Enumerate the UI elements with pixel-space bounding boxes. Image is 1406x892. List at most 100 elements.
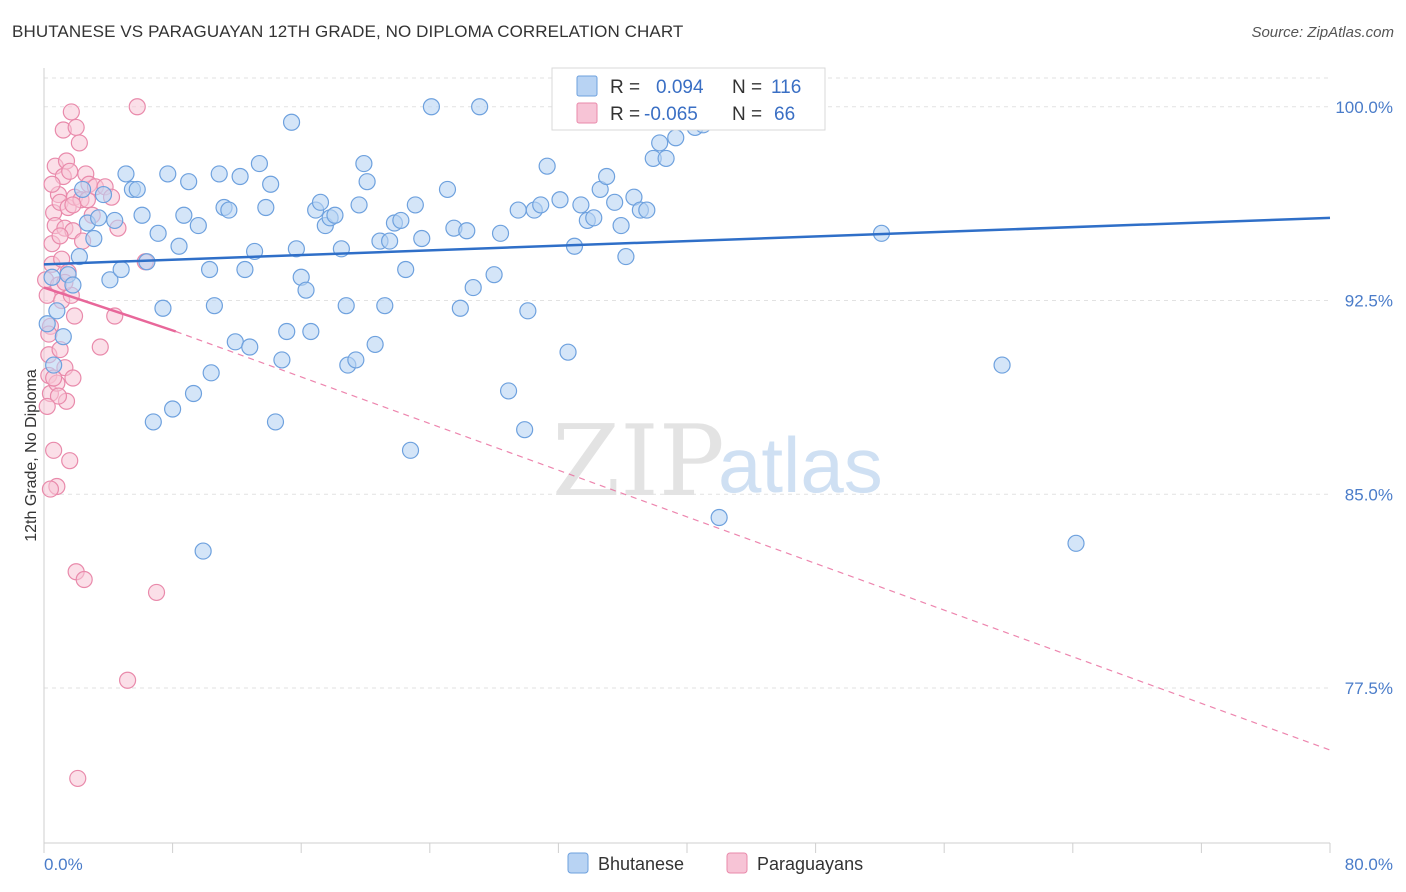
bhutanese-point: [471, 98, 489, 116]
legend-n-label-1: N =: [732, 77, 762, 98]
bhutanese-point: [159, 165, 177, 183]
bhutanese-point: [205, 297, 223, 315]
bhutanese-point: [184, 384, 203, 403]
bhutanese-point: [572, 196, 590, 214]
y-axis-label: 12th Grade, No Diploma: [23, 369, 40, 542]
bhutanese-point: [355, 154, 373, 173]
bhutanese-point: [392, 211, 410, 230]
watermark: ZIP atlas: [552, 405, 883, 519]
bhutanese-point: [170, 237, 188, 255]
bhutanese-point: [350, 196, 368, 214]
bhutanese-point: [651, 134, 669, 152]
bottom-legend-paraguayans: Paraguayans: [757, 854, 863, 874]
chart-title: BHUTANESE VS PARAGUAYAN 12TH GRADE, NO D…: [12, 22, 684, 41]
bhutanese-point: [638, 201, 656, 219]
bhutanese-point: [612, 216, 630, 235]
bhutanese-point: [667, 129, 685, 147]
bhutanese-point: [710, 508, 728, 527]
bhutanese-point: [85, 229, 103, 248]
bhutanese-point: [617, 247, 635, 266]
bhutanese-point: [302, 322, 320, 341]
bottom-legend: Bhutanese Paraguayans: [567, 852, 863, 874]
watermark-atlas: atlas: [718, 421, 883, 509]
bhutanese-point: [422, 98, 441, 116]
paraguayans-point: [45, 441, 63, 459]
paraguayans-point: [61, 162, 79, 180]
bhutanese-point: [210, 165, 228, 183]
x-tick-label-1: 80.0%: [1345, 855, 1393, 874]
top-legend: R = 0.094 N = 116 R = -0.065 N = 66: [551, 67, 826, 131]
bhutanese-point: [397, 260, 415, 279]
bhutanese-point: [551, 191, 569, 209]
bhutanese-trend-line: [43, 216, 1331, 266]
bhutanese-point: [250, 154, 269, 173]
bhutanese-point: [585, 209, 603, 227]
legend-n-label-2: N =: [732, 104, 762, 125]
bhutanese-point: [499, 382, 518, 400]
bhutanese-point: [154, 299, 172, 317]
bhutanese-point: [133, 206, 151, 224]
bhutanese-point: [311, 193, 330, 211]
bhutanese-point: [464, 278, 482, 297]
bhutanese-point: [376, 297, 394, 315]
bhutanese-point: [38, 315, 56, 333]
paraguayans-point: [64, 369, 82, 387]
bhutanese-point: [598, 167, 616, 186]
paraguayans-point: [65, 307, 84, 325]
bhutanese-point: [485, 266, 503, 284]
legend-n-value-1: 116: [771, 77, 801, 98]
bhutanese-point: [164, 400, 182, 418]
axes: [43, 68, 1331, 853]
bhutanese-point: [73, 180, 92, 199]
bhutanese-point: [189, 216, 207, 235]
bhutanese-point: [149, 224, 167, 242]
bhutanese-point: [282, 113, 301, 131]
bottom-legend-swatch-paraguayans: [726, 852, 748, 874]
paraguayans-point: [61, 452, 79, 470]
paraguayans-point: [128, 98, 146, 116]
bhutanese-point: [516, 421, 534, 439]
bhutanese-point: [220, 201, 238, 219]
bhutanese-point: [200, 260, 219, 279]
bhutanese-point: [559, 343, 577, 361]
bhutanese-point: [54, 328, 72, 346]
paraguayans-point: [70, 134, 88, 152]
bottom-legend-bhutanese: Bhutanese: [598, 854, 684, 874]
bhutanese-point: [202, 364, 220, 382]
bhutanese-point: [48, 302, 66, 320]
paraguayans-trend-extension: [175, 330, 1331, 751]
legend-r-label-1: R =: [610, 77, 640, 98]
bhutanese-point: [993, 356, 1011, 374]
bhutanese-point: [532, 196, 550, 214]
bhutanese-point: [45, 356, 63, 374]
paraguayans-point: [147, 583, 166, 602]
legend-r-label-2: R =: [610, 104, 640, 125]
paraguayans-point: [91, 338, 109, 356]
bhutanese-point: [70, 247, 88, 266]
bhutanese-point: [401, 441, 420, 459]
bhutanese-point: [381, 232, 399, 250]
bhutanese-point: [297, 281, 315, 299]
y-tick-label-1: 85.0%: [1345, 485, 1393, 504]
bhutanese-point: [94, 185, 113, 204]
paraguayans-trend-line: [43, 286, 177, 333]
bhutanese-point: [231, 167, 249, 186]
bhutanese-point: [358, 173, 376, 191]
y-tick-labels: 77.5% 85.0% 92.5% 100.0%: [1335, 98, 1393, 698]
bhutanese-point: [106, 211, 124, 230]
bhutanese-point: [194, 542, 212, 560]
x-tick-labels: 0.0% 80.0%: [44, 855, 1393, 874]
paraguayans-points: [37, 98, 166, 788]
bhutanese-point: [1067, 534, 1085, 552]
bhutanese-point: [180, 173, 198, 191]
bhutanese-point: [226, 333, 244, 351]
bhutanese-point: [606, 193, 624, 211]
bhutanese-point: [257, 198, 275, 217]
bhutanese-point: [287, 240, 305, 258]
bhutanese-point: [90, 209, 108, 227]
bhutanese-point: [278, 322, 296, 341]
bhutanese-point: [458, 222, 476, 240]
bhutanese-point: [112, 260, 130, 279]
paraguayans-point: [62, 103, 80, 121]
